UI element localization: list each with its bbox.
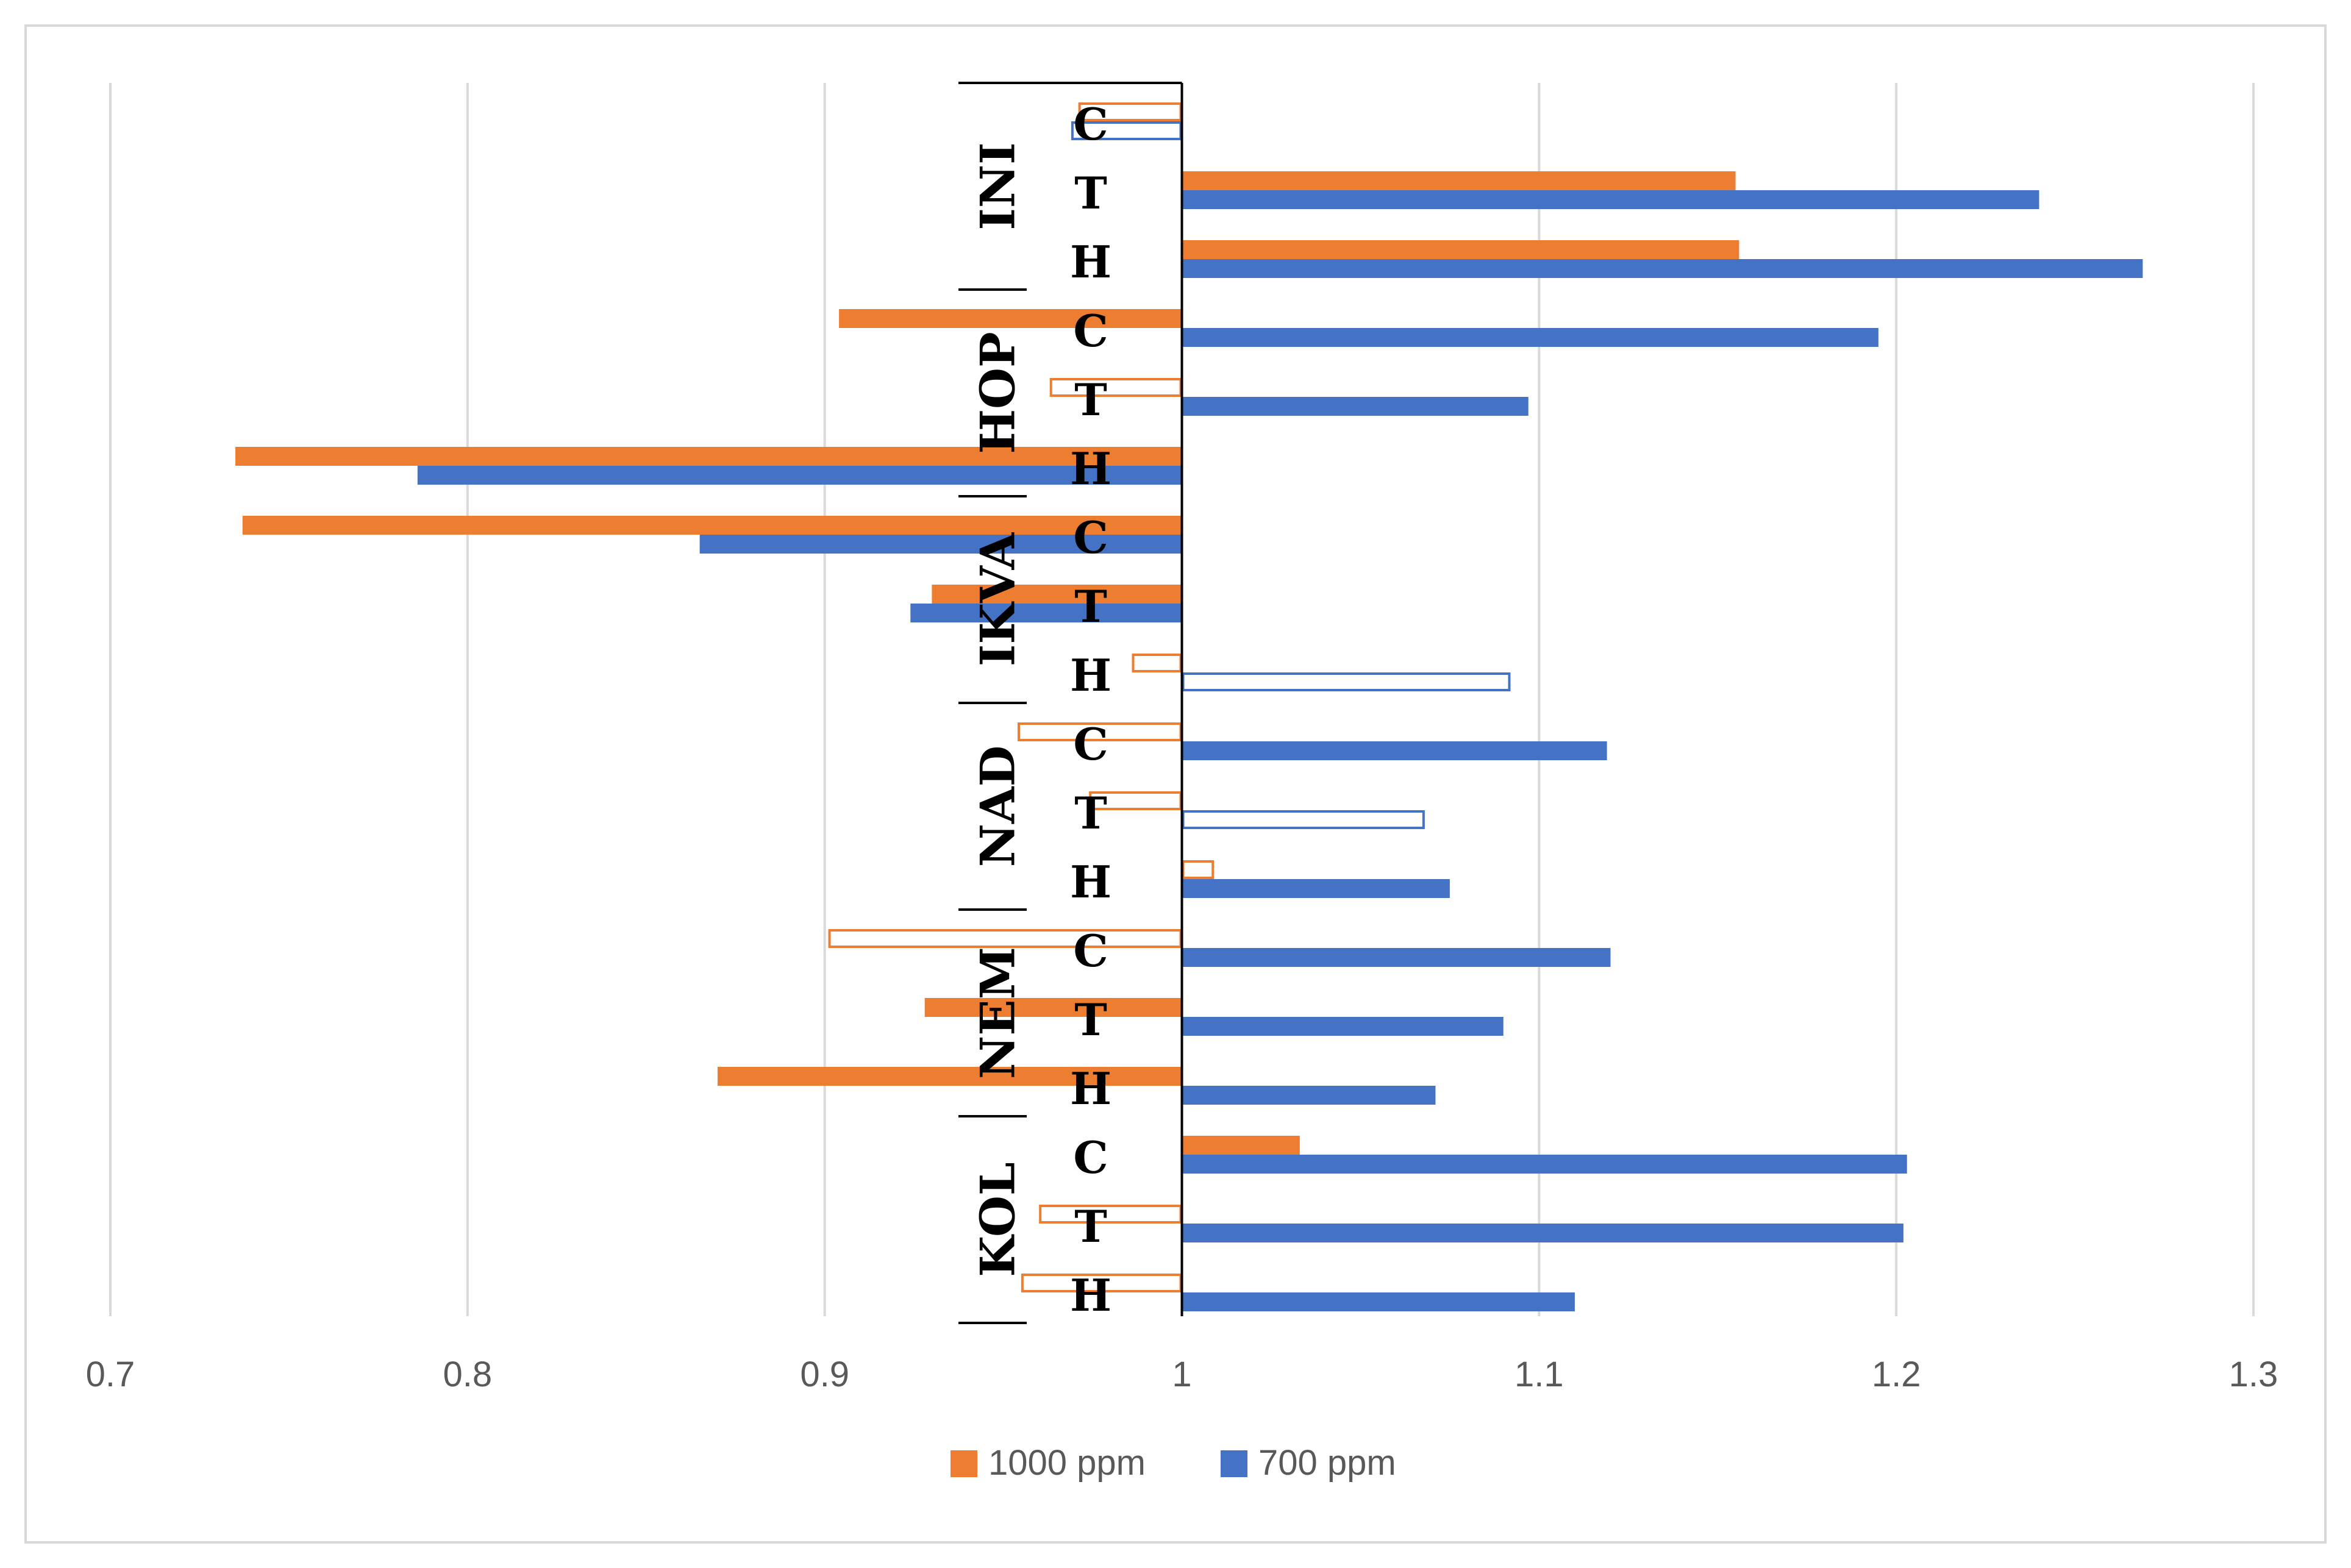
bar-nad-c-700ppm [1182,741,1607,760]
x-tick-label: 1.1 [1514,1355,1564,1394]
row-label: C [1073,925,1108,977]
bar-nad-t-700ppm [1182,810,1425,829]
row-label: H [1070,236,1111,288]
row-label: C [1073,1131,1108,1183]
bar-kol-h-1000ppm [1021,1274,1182,1292]
bar-ikva-c-1000ppm [242,516,1182,535]
bar-hop-c-1000ppm [839,309,1182,328]
legend-label-1000ppm: 1000 ppm [988,1443,1146,1483]
bar-ini-t-1000ppm [1182,171,1736,190]
group-label-nem: NEM [971,947,1026,1079]
bar-nad-t-1000ppm [1089,791,1182,810]
bar-hop-h-700ppm [417,466,1182,485]
legend-swatch-700ppm [1221,1450,1247,1477]
row-label: C [1073,305,1108,357]
row-label: T [1074,167,1107,219]
group-label-ikva: IKVA [971,532,1026,666]
group-label-nad: NAD [971,746,1026,867]
legend-swatch-1000ppm [951,1450,977,1477]
x-tick-label: 1.2 [1872,1355,1921,1394]
bar-ikva-c-700ppm [699,535,1182,554]
bar-kol-c-1000ppm [1182,1136,1300,1155]
row-label: T [1074,787,1107,839]
bar-kol-c-700ppm [1182,1155,1907,1174]
bar-hop-t-1000ppm [1049,378,1182,397]
bar-ikva-t-700ppm [910,604,1182,622]
bar-nad-h-700ppm [1182,879,1450,898]
group-label-kol: KOL [971,1162,1026,1277]
bar-kol-t-1000ppm [1039,1205,1182,1224]
row-label: H [1070,1063,1111,1114]
row-label: T [1074,374,1107,426]
legend-label-700ppm: 700 ppm [1258,1443,1396,1483]
row-label: H [1070,443,1111,494]
bars [235,102,2143,1311]
x-tick-label: 1 [1172,1355,1191,1394]
row-label: T [1074,994,1107,1046]
bar-nem-t-700ppm [1182,1017,1504,1036]
row-label: T [1074,580,1107,632]
bar-hop-h-1000ppm [235,447,1182,466]
legend: 1000 ppm 700 ppm [951,1443,1396,1483]
row-label: C [1073,718,1108,770]
chart-frame: C T H C T H C T H C T H C T H C T H INI HOP IKVA NAD NEM KOL 0.… [24,24,2327,1544]
x-tick-label: 0.7 [86,1355,135,1394]
bar-ini-h-700ppm [1182,259,2143,278]
gridlines [109,83,2255,1316]
bar-nem-c-700ppm [1182,948,1611,967]
x-axis-tick-labels: 0.7 0.8 0.9 1 1.1 1.2 1.3 [86,1355,2278,1394]
row-label: T [1074,1200,1107,1252]
group-label-hop: HOP [971,332,1026,454]
x-tick-label: 0.8 [443,1355,493,1394]
row-label: H [1070,649,1111,701]
bar-ini-h-1000ppm [1182,240,1739,259]
x-tick-label: 1.3 [2229,1355,2278,1394]
group-label-ini: INI [971,142,1026,230]
bar-ini-c-1000ppm [1078,102,1182,121]
row-label: C [1073,98,1108,150]
bar-kol-h-700ppm [1182,1292,1575,1311]
bar-hop-t-700ppm [1182,397,1529,416]
bar-ikva-t-1000ppm [932,585,1182,604]
row-label: H [1070,1269,1111,1321]
row-label: H [1070,856,1111,908]
bar-nad-h-1000ppm [1182,860,1215,879]
bar-nem-h-700ppm [1182,1086,1436,1105]
bar-nem-c-1000ppm [828,929,1182,948]
bar-kol-t-700ppm [1182,1224,1903,1242]
bar-ikva-h-700ppm [1182,672,1511,691]
bar-nem-t-1000ppm [924,998,1182,1017]
bar-nem-h-1000ppm [717,1067,1182,1086]
bar-ini-t-700ppm [1182,190,2039,209]
row-label: C [1073,511,1108,563]
x-tick-label: 0.9 [800,1355,849,1394]
bar-ikva-h-1000ppm [1132,654,1182,672]
bar-hop-c-700ppm [1182,328,1878,347]
